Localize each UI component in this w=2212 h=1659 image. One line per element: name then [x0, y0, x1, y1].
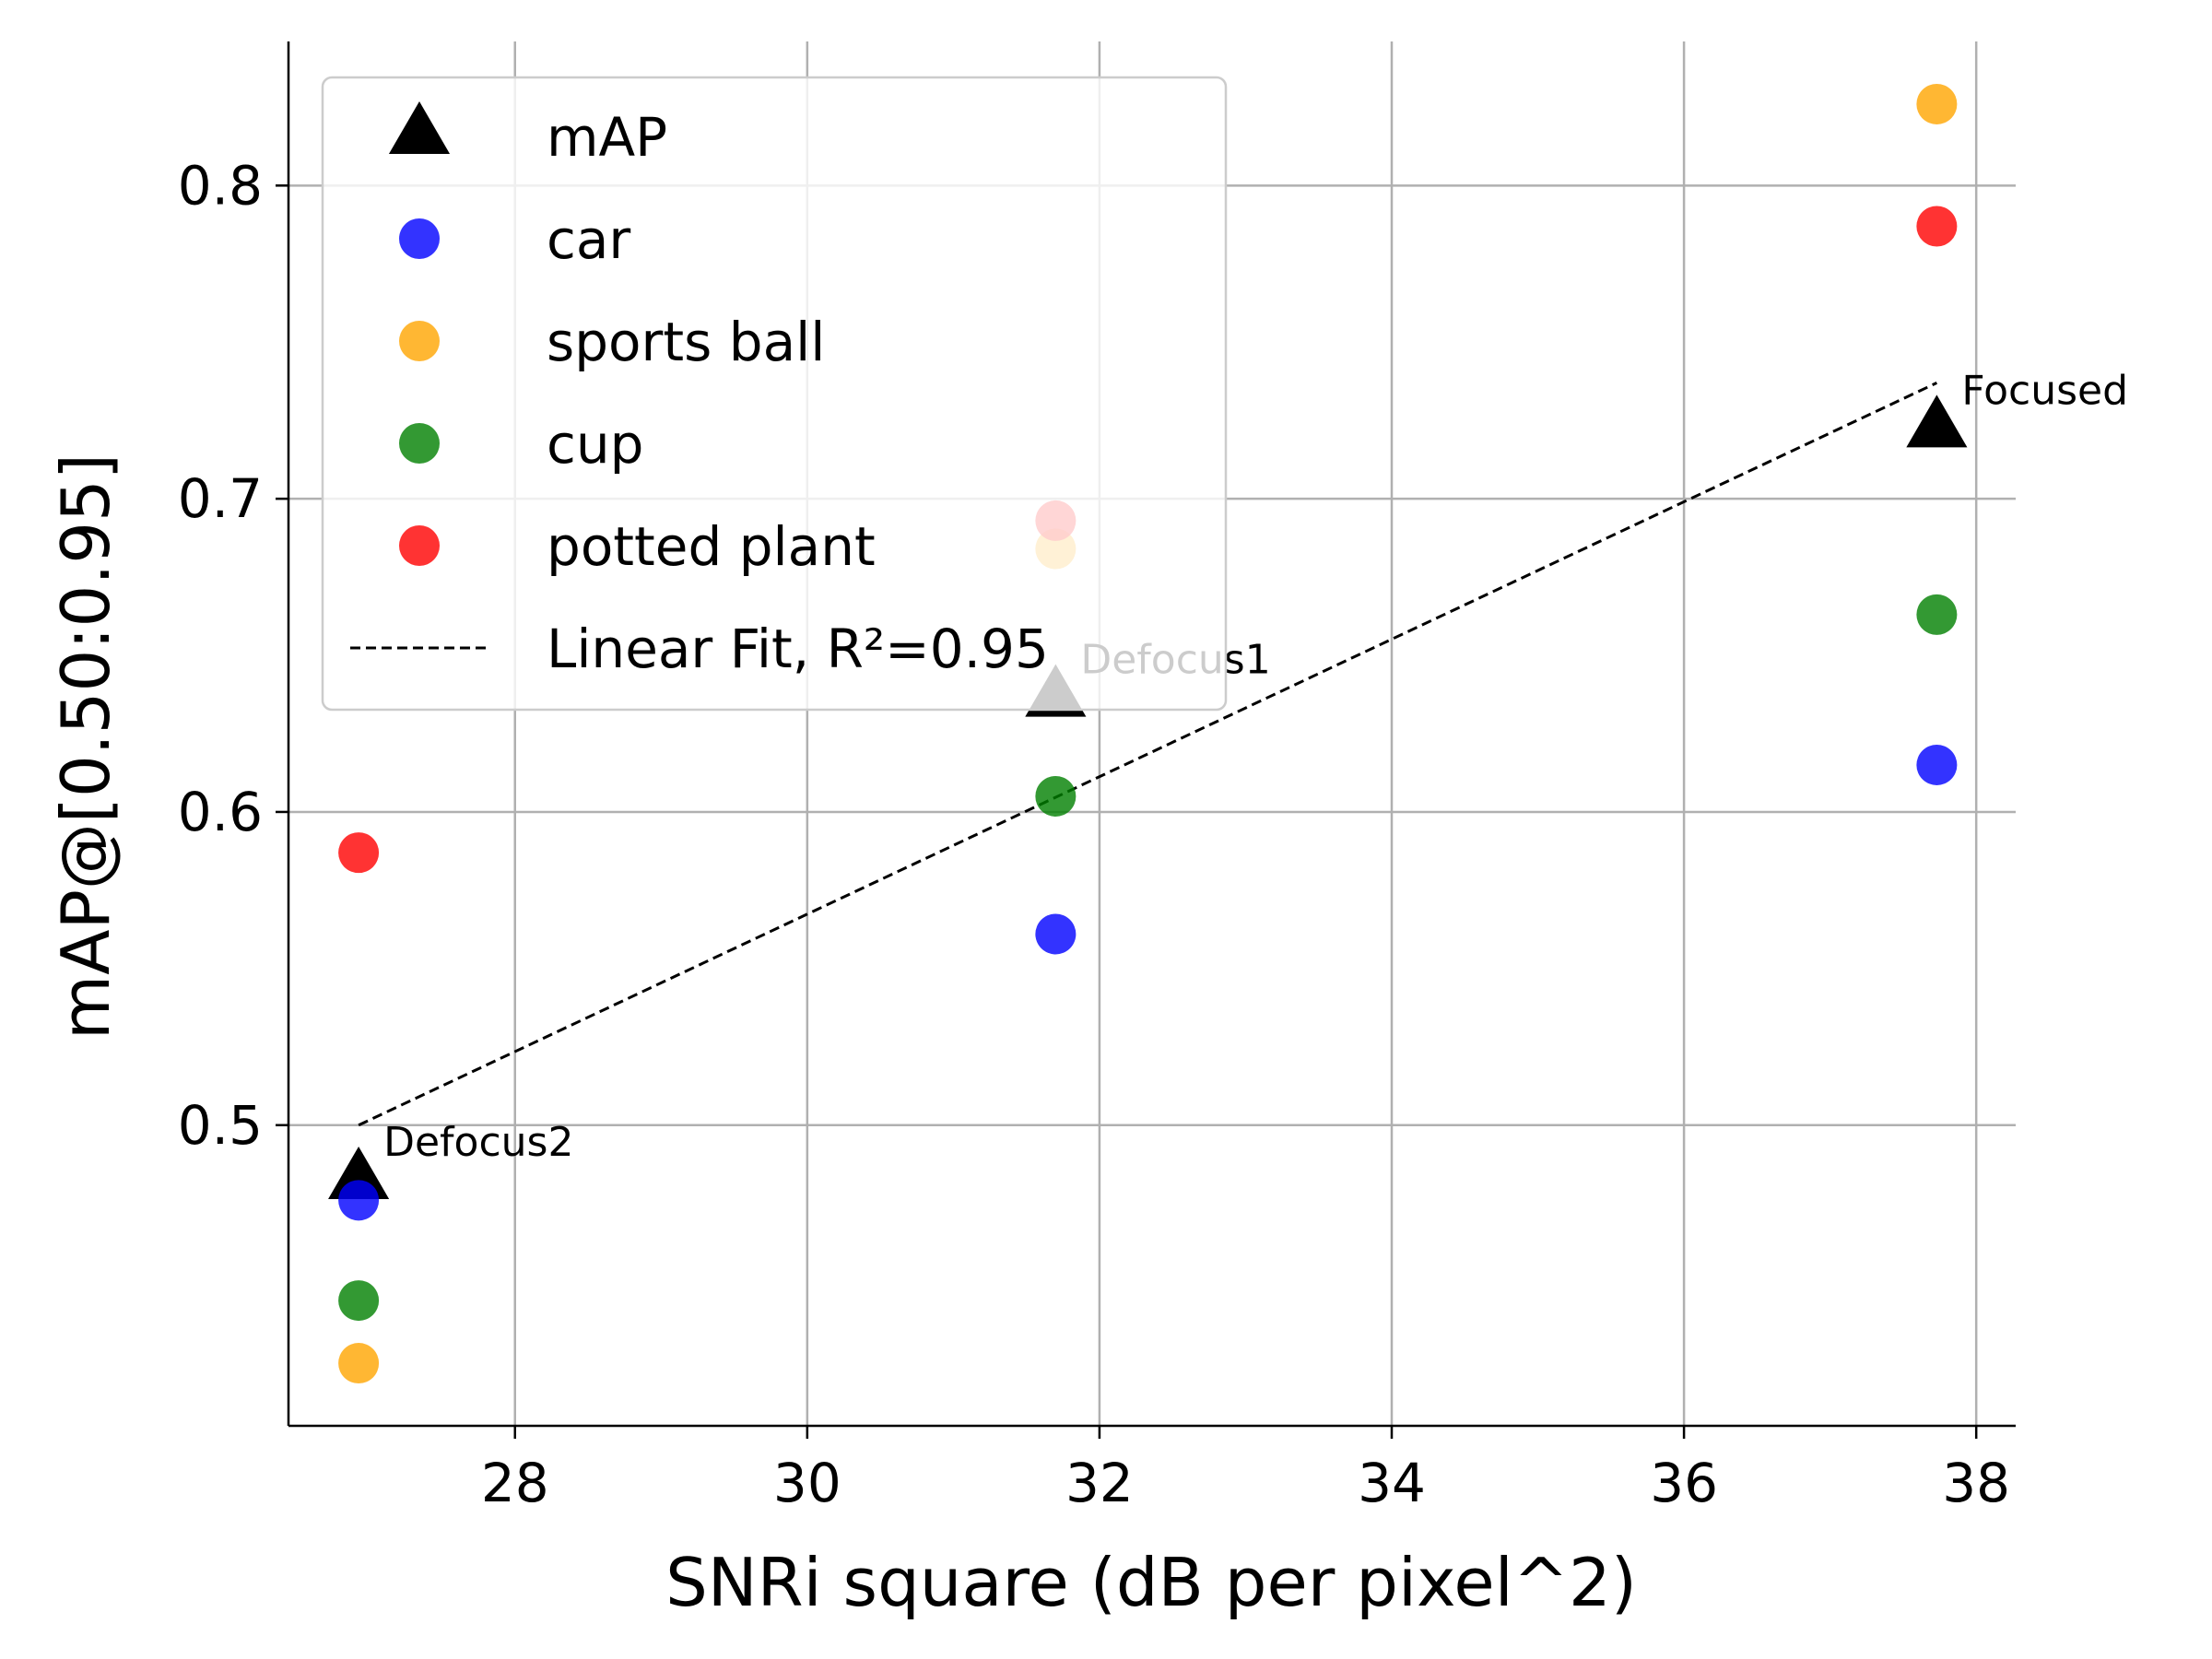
legend-marker-circle [399, 423, 440, 464]
y-axis-title: mAP@[0.50:0.95] [47, 453, 124, 1040]
series-point-sports-ball [1916, 83, 1958, 124]
legend: mAP car sports ball cup potted plant Linear F… [321, 76, 1228, 712]
series-point-car [1035, 913, 1077, 955]
x-tick-label: 30 [773, 1452, 841, 1514]
axes [276, 41, 2016, 1439]
legend-label: Linear Fit, R²=0.95 [547, 618, 1049, 680]
tick-labels: 28 30 32 34 36 38 0.5 0.6 0.7 0.8 [178, 154, 2010, 1514]
x-tick-label: 34 [1358, 1452, 1426, 1514]
legend-label: car [547, 208, 630, 271]
series-point-mAP [328, 1146, 390, 1199]
series-point-cup [338, 1280, 380, 1322]
y-tick-label: 0.5 [178, 1094, 263, 1157]
y-tick-label: 0.6 [178, 781, 263, 843]
point-annotation: Defocus2 [383, 1119, 573, 1166]
fit-line-layer [358, 382, 1938, 1127]
legend-marker-circle [399, 218, 440, 259]
x-tick-label: 36 [1650, 1452, 1718, 1514]
legend-marker-circle [399, 321, 440, 361]
series-point-cup [1916, 594, 1958, 635]
legend-marker-triangle [388, 101, 451, 154]
linear-fit-line [358, 382, 1938, 1127]
x-axis-title: SNRi square (dB per pixel^2) [665, 1544, 1637, 1621]
series-point-sports-ball [338, 1343, 380, 1384]
x-tick-label: 38 [1942, 1452, 2010, 1514]
legend-label: mAP [547, 106, 667, 169]
series-point-mAP [1906, 394, 1968, 448]
legend-label: potted plant [547, 515, 876, 578]
legend-marker-circle [399, 525, 440, 566]
series-point-potted-plant [1916, 206, 1958, 247]
x-tick-label: 28 [481, 1452, 549, 1514]
series-point-car [1916, 744, 1958, 785]
legend-label: cup [547, 413, 643, 476]
point-annotation: Focused [1961, 367, 2128, 414]
y-tick-label: 0.7 [178, 467, 263, 530]
series-point-potted-plant [338, 832, 380, 874]
series-point-car [338, 1180, 380, 1221]
legend-box [321, 76, 1228, 712]
y-tick-label: 0.8 [178, 154, 263, 217]
series-point-cup [1035, 775, 1077, 817]
legend-label: sports ball [547, 311, 825, 373]
x-tick-label: 32 [1065, 1452, 1134, 1514]
